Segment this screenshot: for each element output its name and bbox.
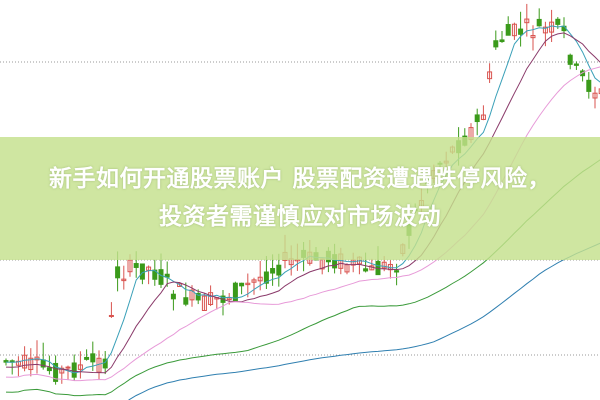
candle-down [139, 263, 145, 280]
candle-up [121, 278, 127, 282]
candle-up [189, 289, 195, 301]
candle-down [580, 70, 586, 77]
ma-line-mid [5, 32, 600, 374]
ma-line-longest [128, 242, 600, 400]
candle-down [170, 293, 176, 300]
candle-down [232, 282, 238, 302]
candle-up [524, 18, 530, 24]
candle-up [251, 279, 257, 283]
candle-down [133, 263, 139, 268]
candle-up [127, 259, 133, 273]
candle-up [511, 23, 517, 37]
candle-down [239, 282, 245, 287]
candle-up [208, 292, 214, 306]
candle-up [15, 360, 21, 366]
candle-up [480, 114, 486, 120]
candle-up [530, 35, 536, 39]
headline-line-2: 投资者需谨慎应对市场波动 [159, 204, 441, 230]
candle-down [53, 362, 59, 382]
candle-up [245, 282, 251, 286]
candle-up [22, 354, 28, 369]
candle-up [65, 366, 71, 369]
candle-down [46, 367, 52, 372]
candle-down [363, 268, 369, 272]
candle-down [195, 293, 201, 301]
candle-down [474, 114, 480, 123]
candle-up [592, 92, 598, 99]
headline-banner [0, 137, 600, 260]
candle-down [493, 40, 499, 48]
candle-down [158, 269, 164, 285]
candle-down [536, 18, 542, 27]
candle-up [77, 364, 83, 370]
candle-down [499, 39, 505, 43]
headline: 新手如何开通股票账户 股票配资遭遇跌停风险， 投资者需谨慎应对市场波动 [0, 160, 600, 236]
ma-line-short [5, 25, 600, 374]
candle-up [381, 261, 387, 269]
candle-up [598, 88, 600, 95]
candle-down [518, 28, 524, 35]
candle-down [567, 54, 573, 65]
candle-up [108, 314, 114, 317]
candle-up [201, 295, 207, 311]
candle-up [487, 71, 493, 80]
candle-down [263, 271, 269, 284]
candle-down [573, 63, 579, 66]
candle-down [84, 356, 90, 360]
candle-down [394, 270, 400, 273]
candle-down [270, 268, 276, 274]
candle-down [71, 362, 77, 378]
candle-up [59, 367, 65, 374]
candle-up [177, 283, 183, 288]
candle-up [226, 297, 232, 301]
candle-down [555, 18, 561, 25]
candle-down [505, 24, 511, 36]
candle-down [90, 353, 96, 363]
candle-down [115, 266, 121, 279]
candle-up [34, 356, 40, 361]
candle-up [257, 276, 263, 282]
candle-up [28, 357, 34, 371]
candle-down [586, 79, 592, 92]
headline-line-1: 新手如何开通股票账户 股票配资遭遇跌停风险， [48, 166, 551, 192]
candle-down [276, 264, 282, 276]
candle-up [542, 26, 548, 34]
candle-down [183, 297, 189, 305]
